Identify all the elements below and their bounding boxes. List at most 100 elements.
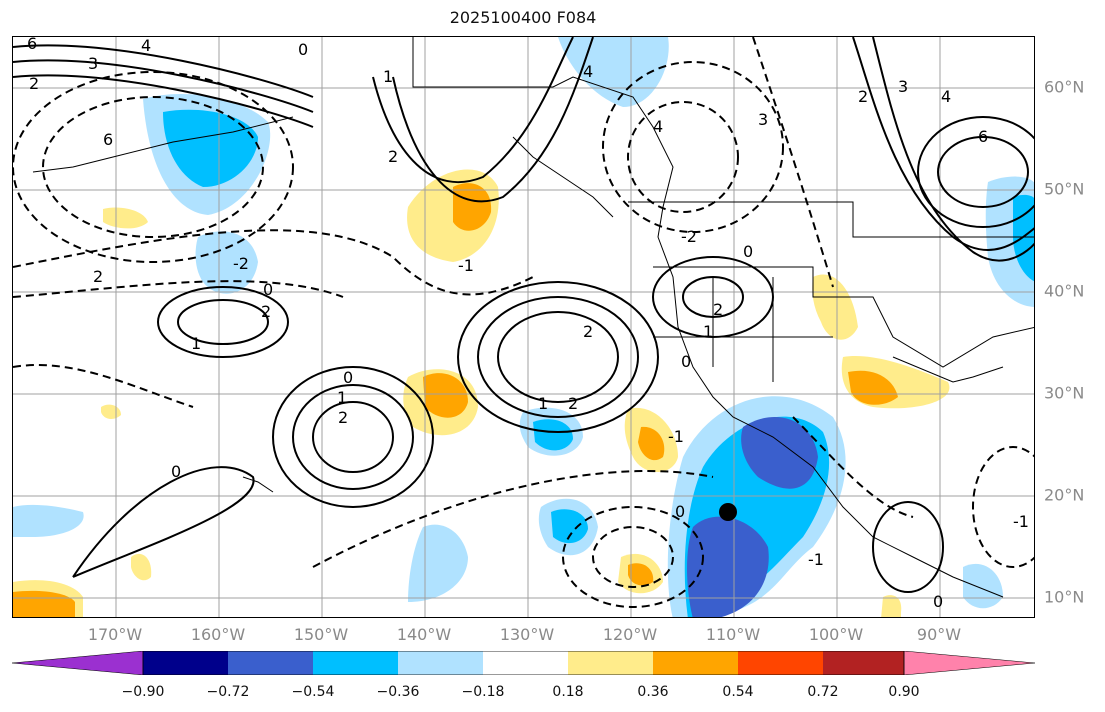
lat-label-10n: 10°N — [1044, 587, 1085, 607]
shade-orange-south — [628, 563, 654, 586]
shade-orange-gulfcoast — [848, 370, 898, 405]
contour-high-nw — [177, 299, 269, 345]
contour-high-se — [872, 501, 944, 593]
contour-label: 0 — [933, 592, 943, 611]
shade-royal-south — [687, 516, 769, 617]
contour-label: 0 — [681, 352, 691, 371]
lon-label-140w: 140°W — [396, 625, 452, 644]
contour-label: 4 — [653, 117, 663, 136]
shade-cyan-east — [1013, 194, 1034, 281]
lon-label-150w: 150°W — [293, 625, 349, 644]
lon-label-100w: 100°W — [808, 625, 864, 644]
lon-label-160w: 160°W — [190, 625, 246, 644]
colorbar-cell — [143, 651, 228, 675]
lat-label-50n: 50°N — [1044, 179, 1085, 199]
colorbar-tick-label: −0.36 — [376, 684, 420, 700]
colorbar-cell — [653, 651, 738, 675]
contour-label: 1 — [191, 334, 201, 353]
colorbar-cell — [228, 651, 313, 675]
contour-label: 2 — [568, 394, 578, 413]
contour-label: 0 — [298, 40, 308, 59]
graticule — [13, 37, 1034, 617]
colorbar-cell-over — [903, 651, 1036, 675]
contour-label: 2 — [858, 87, 868, 106]
contour-label: 0 — [675, 502, 685, 521]
contour-high-ne — [937, 136, 1029, 208]
colorbar-tick-label: 0.18 — [552, 684, 584, 700]
coastlines — [32, 37, 1034, 598]
shade-yellow-small3 — [131, 553, 152, 581]
shade-cyan-pac — [551, 509, 588, 544]
shade-yellow-small4 — [881, 595, 902, 617]
lon-label-170w: 170°W — [87, 625, 143, 644]
shade-cyan-west — [533, 419, 573, 451]
colorbar-tick-label: −0.18 — [461, 684, 505, 700]
contour-label: 1 — [383, 67, 393, 86]
shade-yellow-tx — [812, 274, 858, 340]
contour-label: 0 — [263, 280, 273, 299]
contour-high-sf — [682, 276, 744, 318]
contour-label: -2 — [233, 254, 249, 273]
contour-label: 4 — [941, 87, 951, 106]
map-panel[interactable]: 6 4 3 2 0 1 2 4 6 -2 0 2 1 2 1 2 0 2 1 0… — [12, 36, 1035, 618]
contour-label: 0 — [343, 368, 353, 387]
contour-label: -1 — [458, 256, 474, 275]
contour-label: 2 — [713, 300, 723, 319]
shade-blue-sw — [13, 504, 84, 537]
contour-label-group: 6 4 3 2 0 1 2 4 6 -2 0 2 1 2 1 2 0 2 1 0… — [27, 37, 1029, 611]
colorbar-cell — [313, 651, 398, 675]
contour-low-south — [592, 526, 674, 588]
contour-label: 4 — [583, 62, 593, 81]
contour-label: 6 — [103, 130, 113, 149]
contour-label: 0 — [171, 462, 181, 481]
contour-low-east — [972, 446, 1034, 568]
map-canvas: 6 4 3 2 0 1 2 4 6 -2 0 2 1 2 1 2 0 2 1 0… — [13, 37, 1034, 617]
colorbar-cell-under — [12, 651, 144, 675]
lat-label-30n: 30°N — [1044, 383, 1085, 403]
contour-label: -1 — [808, 550, 824, 569]
contour-label: 2 — [338, 408, 348, 427]
colorbar-cell — [823, 651, 904, 675]
colorbar-tick-label: 0.36 — [637, 684, 669, 700]
lon-label-110w: 110°W — [705, 625, 761, 644]
contour-label: 2 — [261, 302, 271, 321]
shade-orange-baja — [638, 426, 665, 461]
colorbar-cell — [568, 651, 653, 675]
shade-yellow-small2 — [101, 404, 121, 419]
contour-high-sw — [312, 401, 394, 473]
contour-high-central — [497, 311, 619, 403]
colorbar-tick-label: −0.54 — [291, 684, 335, 700]
dashed-contours — [13, 37, 1034, 608]
solid-contours — [13, 37, 1034, 593]
shade-blue-aleutian — [195, 231, 258, 294]
lat-label-60n: 60°N — [1044, 77, 1085, 97]
shade-orange-sw — [13, 590, 75, 617]
colorbar-cell — [738, 651, 823, 675]
shade-yellow-small1 — [103, 207, 148, 229]
contour-label: 2 — [29, 74, 39, 93]
colorbar-tick-label: 0.72 — [807, 684, 839, 700]
lat-label-20n: 20°N — [1044, 485, 1085, 505]
contour-label: 6 — [27, 37, 37, 53]
contour-label: 3 — [758, 110, 768, 129]
contour-label: 4 — [141, 37, 151, 55]
lon-label-130w: 130°W — [499, 625, 555, 644]
contour-label: -2 — [681, 227, 697, 246]
contour-label: 2 — [583, 322, 593, 341]
lon-label-120w: 120°W — [602, 625, 658, 644]
contour-label: 2 — [93, 267, 103, 286]
colorbar-cell — [483, 651, 568, 675]
shade-orange-central — [423, 373, 468, 418]
lat-label-40n: 40°N — [1044, 281, 1085, 301]
contour-label: 0 — [743, 242, 753, 261]
contour-label: 3 — [88, 54, 98, 73]
contour-low-bc — [627, 101, 739, 213]
colorbar — [12, 651, 1036, 675]
shade-blue-se — [963, 563, 1003, 609]
contour-label: -1 — [668, 427, 684, 446]
contour-label: 6 — [978, 127, 988, 146]
contour-label: -1 — [1013, 512, 1029, 531]
lon-label-90w: 90°W — [916, 625, 962, 644]
storm-center-marker[interactable] — [719, 503, 737, 521]
contour-label: 1 — [337, 388, 347, 407]
